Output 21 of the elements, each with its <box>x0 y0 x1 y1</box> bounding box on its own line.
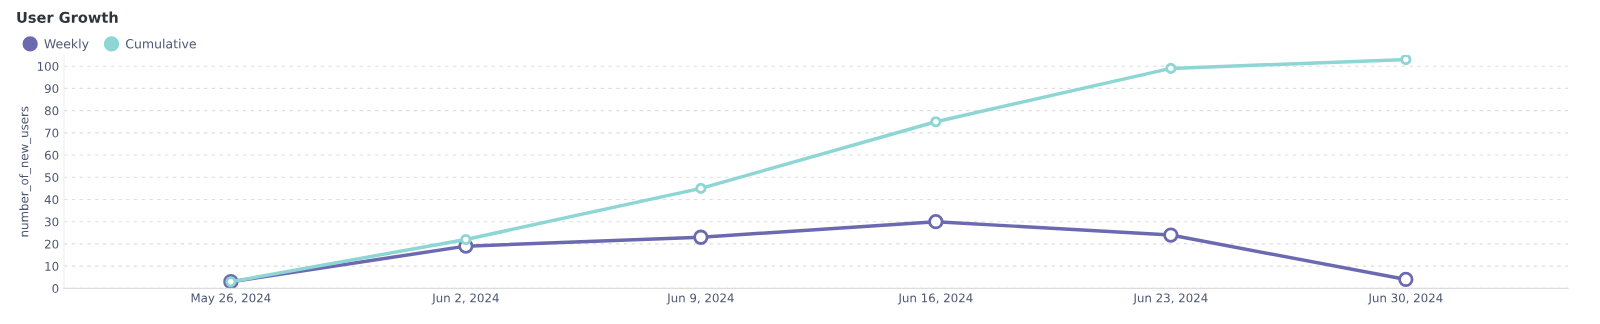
y-tick-label: 50 <box>45 173 59 182</box>
x-tick-label: Jun 30, 2024 <box>1367 293 1443 305</box>
y-tick-label: 100 <box>37 61 59 71</box>
y-tick-label: 30 <box>45 217 59 227</box>
x-tick-label: Jun 23, 2024 <box>1132 293 1208 305</box>
chart-title: User Growth <box>17 11 118 23</box>
y-axis-title: number_of_new_users <box>19 106 32 237</box>
y-tick-label: 70 <box>45 128 59 138</box>
y-tick-label: 90 <box>44 84 59 94</box>
y-tick-label: 80 <box>44 106 59 116</box>
x-tick-label: Jun 2, 2024 <box>431 293 499 305</box>
legend-label: Weekly <box>44 38 89 51</box>
x-tick-label: Jun 16, 2024 <box>897 293 973 305</box>
y-tick-label: 40 <box>44 195 59 205</box>
y-tick-label: 60 <box>44 150 59 160</box>
y-tick-label: 0 <box>52 284 59 294</box>
x-tick-label: May 26, 2024 <box>191 293 271 305</box>
legend-label: Cumulative <box>125 38 196 49</box>
y-tick-label: 10 <box>45 261 59 271</box>
y-tick-label: 20 <box>44 239 59 249</box>
x-tick-label: Jun 9, 2024 <box>666 293 734 305</box>
